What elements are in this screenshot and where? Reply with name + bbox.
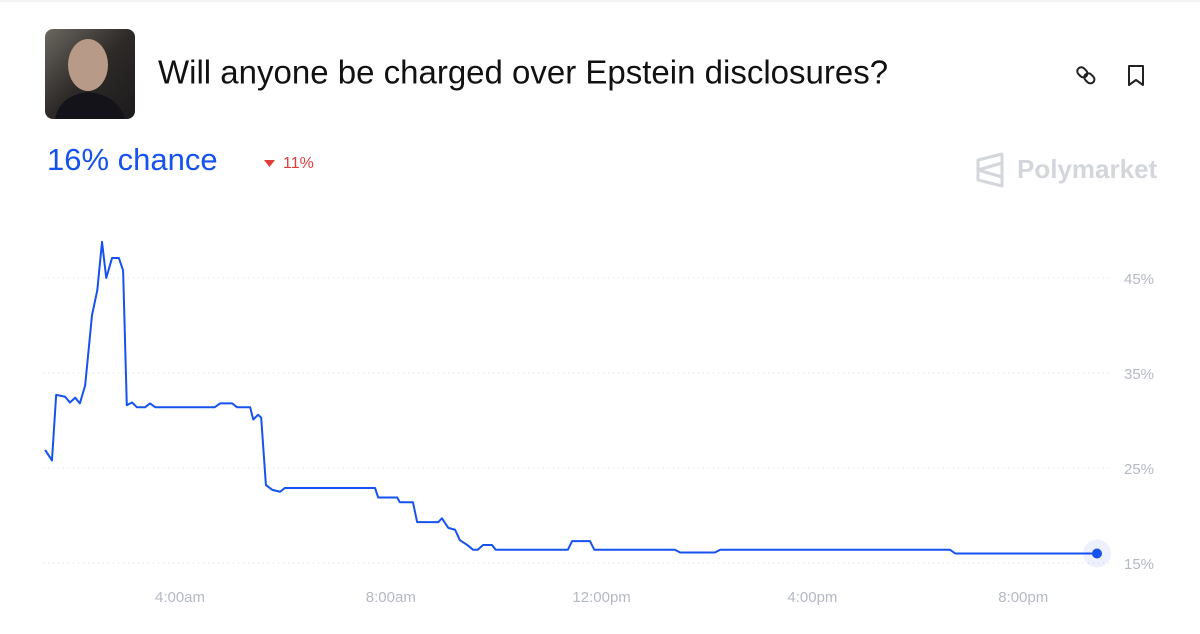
x-tick-label: 12:00pm xyxy=(572,589,630,606)
brand-name: Polymarket xyxy=(1017,154,1158,184)
market-title: Will anyone be charged over Epstein disc… xyxy=(158,54,888,91)
price-line xyxy=(44,240,1097,555)
change-arrow xyxy=(264,160,275,167)
change-text: 11% xyxy=(283,155,314,172)
brand-logo xyxy=(976,152,1004,188)
link-icon[interactable] xyxy=(1076,66,1096,85)
x-tick-label: 8:00am xyxy=(366,589,416,606)
chance-text: 16% chance xyxy=(47,142,218,177)
market-image-face xyxy=(68,39,108,91)
x-tick-label: 8:00pm xyxy=(998,589,1048,606)
y-tick-label: 45% xyxy=(1124,271,1154,288)
x-tick-label: 4:00am xyxy=(155,589,205,606)
last-point xyxy=(1092,548,1102,559)
bookmark-icon[interactable] xyxy=(1128,65,1144,86)
x-tick-label: 4:00pm xyxy=(787,589,837,606)
y-tick-label: 15% xyxy=(1124,556,1154,573)
y-tick-label: 35% xyxy=(1124,366,1154,383)
y-tick-label: 25% xyxy=(1124,461,1154,478)
market-image-body xyxy=(55,92,125,119)
